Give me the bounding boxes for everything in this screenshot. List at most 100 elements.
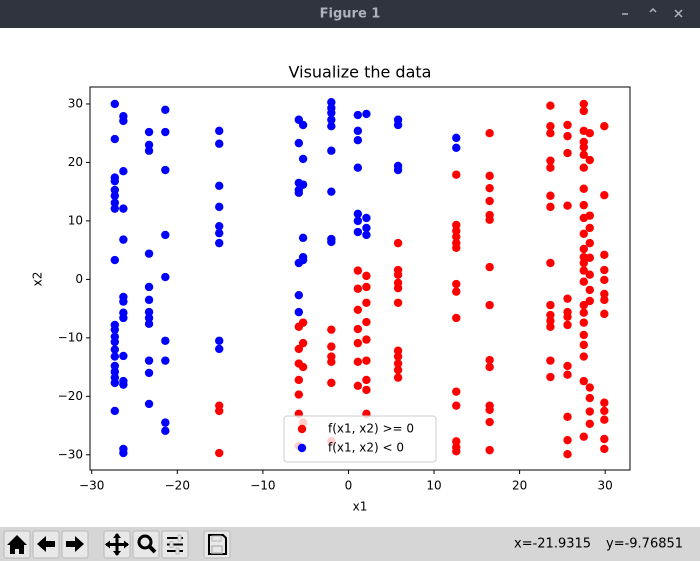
zoom-button[interactable] <box>132 530 160 559</box>
data-point <box>294 188 304 198</box>
x-tick-label: −10 <box>250 479 275 493</box>
data-point <box>600 415 609 424</box>
data-point <box>327 237 336 247</box>
forward-button[interactable] <box>61 530 89 559</box>
data-point <box>215 336 224 345</box>
data-point <box>215 406 224 416</box>
data-point <box>327 357 336 367</box>
maximize-button[interactable] <box>649 7 657 13</box>
title-bar <box>0 0 700 28</box>
data-point <box>298 255 308 265</box>
data-point <box>485 262 494 272</box>
data-point <box>327 378 336 388</box>
data-point <box>215 139 224 148</box>
data-point <box>585 211 594 220</box>
data-point <box>161 272 170 282</box>
data-point <box>579 330 588 340</box>
data-point <box>161 356 170 365</box>
x-tick-label: 20 <box>512 479 527 493</box>
data-point <box>298 362 308 372</box>
data-point <box>393 373 403 382</box>
configure-button[interactable] <box>161 530 189 559</box>
data-point <box>393 238 403 248</box>
save-button[interactable] <box>203 530 231 559</box>
data-point <box>298 180 308 189</box>
data-point <box>362 223 371 233</box>
x-tick-label: 10 <box>426 479 441 493</box>
data-point <box>585 155 594 165</box>
window-controls[interactable] <box>622 7 683 18</box>
data-point <box>585 407 594 416</box>
data-point <box>298 233 308 243</box>
y-tick-label: −30 <box>58 447 83 461</box>
pan-button[interactable] <box>103 530 131 559</box>
data-point <box>327 146 336 155</box>
data-point <box>600 121 609 131</box>
data-point <box>144 307 154 317</box>
data-point <box>294 290 304 300</box>
data-point <box>362 298 371 307</box>
close-button[interactable] <box>674 9 683 18</box>
data-point <box>119 313 128 323</box>
data-point <box>298 338 308 348</box>
data-point <box>579 244 588 254</box>
data-point <box>215 221 224 231</box>
data-point <box>362 109 371 119</box>
data-point <box>362 213 371 223</box>
data-point <box>353 126 363 136</box>
x-axis-label: x1 <box>353 500 368 514</box>
data-point <box>110 204 120 213</box>
data-point <box>579 143 588 152</box>
data-point <box>563 294 572 303</box>
data-point <box>546 322 555 331</box>
data-point <box>362 317 371 327</box>
data-point <box>485 362 494 372</box>
data-point <box>452 226 461 236</box>
data-point <box>452 279 461 289</box>
data-point <box>579 99 588 109</box>
data-point <box>579 200 588 210</box>
data-point <box>579 376 588 386</box>
data-point <box>119 204 128 213</box>
data-point <box>362 385 371 395</box>
data-point <box>327 108 336 117</box>
data-point <box>485 445 494 455</box>
data-point <box>215 448 224 458</box>
data-point <box>327 187 336 196</box>
data-point <box>119 116 128 126</box>
data-point <box>579 266 588 275</box>
y-tick-label: 0 <box>75 272 83 286</box>
home-button[interactable] <box>3 530 31 559</box>
y-tick-label: −10 <box>58 330 83 344</box>
data-point <box>144 368 154 378</box>
data-point <box>585 223 594 233</box>
data-point <box>585 393 594 403</box>
data-point <box>579 150 588 160</box>
data-point <box>563 148 572 158</box>
data-point <box>600 250 609 260</box>
data-point <box>110 325 120 334</box>
data-point <box>144 146 154 155</box>
data-point <box>546 316 555 326</box>
data-point <box>579 229 588 238</box>
data-point <box>327 325 336 334</box>
data-point <box>600 398 609 407</box>
data-point <box>144 282 154 292</box>
data-point <box>353 136 363 145</box>
back-button[interactable] <box>32 530 60 559</box>
y-tick-label: −20 <box>58 389 83 403</box>
data-point <box>485 417 494 427</box>
data-point <box>563 320 572 330</box>
data-point <box>563 435 572 445</box>
data-point <box>298 120 308 130</box>
data-point <box>452 313 461 323</box>
data-point <box>215 238 224 248</box>
status-y: y=-9.76851 <box>606 537 683 552</box>
legend-marker <box>297 443 307 453</box>
data-point <box>294 307 304 317</box>
data-point <box>485 196 494 206</box>
data-point <box>600 434 609 444</box>
data-point <box>353 305 363 314</box>
data-point <box>579 300 588 310</box>
